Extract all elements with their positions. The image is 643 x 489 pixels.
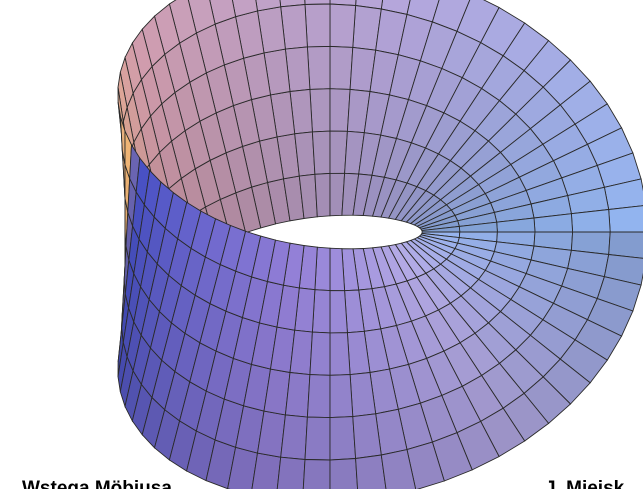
- mesh-facet: [329, 45, 354, 90]
- mesh-facet: [276, 456, 306, 489]
- mesh-facet: [329, 247, 346, 292]
- mesh-facet: [284, 372, 311, 418]
- mesh-facet: [309, 88, 331, 133]
- mesh-facet: [329, 332, 351, 376]
- mesh-facet: [329, 3, 357, 48]
- mesh-facet: [314, 172, 331, 218]
- mesh-facet: [329, 88, 351, 132]
- mesh-facet: [329, 458, 359, 489]
- mesh-facet: [304, 416, 331, 461]
- mesh-facet: [209, 0, 237, 25]
- mesh-facet: [306, 45, 331, 90]
- mesh-facet: [231, 0, 259, 18]
- mesh-facet: [280, 414, 308, 460]
- caption-left: Wstęga Möbiusa: [22, 478, 172, 489]
- mesh-facet: [309, 331, 331, 376]
- mesh-facet: [380, 449, 417, 489]
- mesh-facet: [255, 0, 282, 12]
- mesh-facet: [311, 130, 331, 175]
- mesh-facet: [329, 374, 354, 419]
- mesh-facet: [266, 239, 291, 286]
- mesh-facet: [329, 290, 348, 334]
- caption-right: J. Miejsk: [545, 478, 625, 489]
- mesh-facet: [306, 374, 331, 419]
- mesh-facet: [329, 416, 357, 461]
- mesh-facet: [570, 209, 611, 233]
- mesh-facet: [311, 289, 331, 334]
- mesh-facet: [608, 205, 643, 233]
- mesh-facet: [187, 0, 216, 34]
- mesh-facet: [304, 3, 331, 48]
- mesh-facet: [352, 413, 382, 460]
- mesh-facet: [302, 459, 331, 489]
